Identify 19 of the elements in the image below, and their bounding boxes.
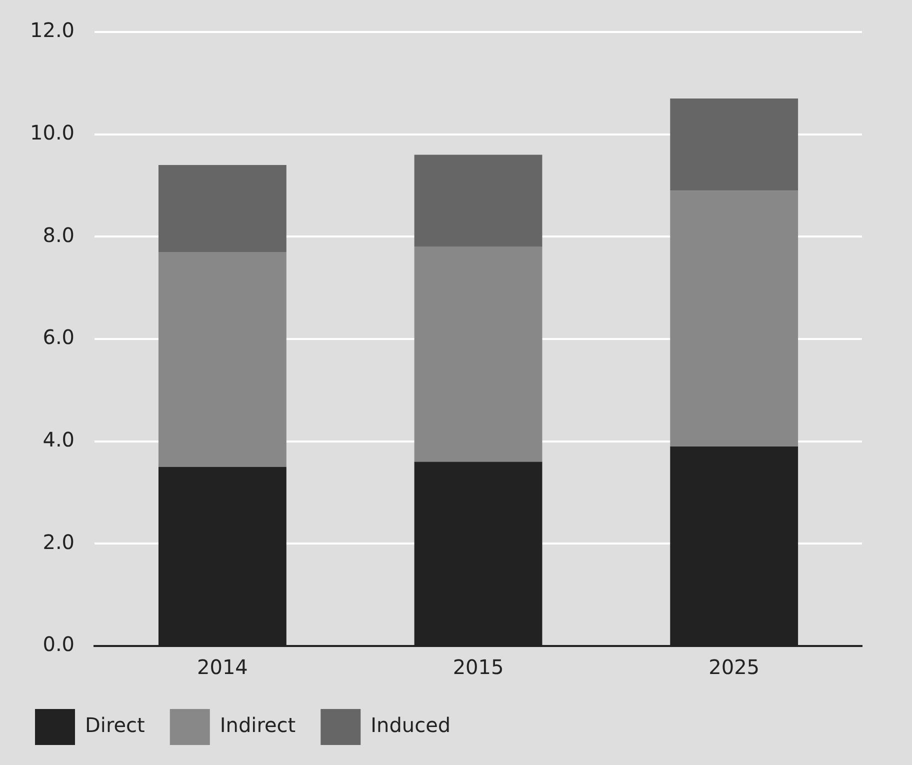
y-tick-label: 2.0 — [42, 530, 75, 554]
legend-label: Direct — [85, 713, 146, 738]
bar — [414, 246, 542, 462]
legend-label: Induced — [370, 713, 451, 738]
bar — [670, 98, 798, 191]
bar — [158, 252, 286, 467]
y-tick-label: 0.0 — [42, 632, 75, 656]
legend-label: Indirect — [220, 713, 296, 738]
x-tick-label: 2025 — [708, 655, 760, 680]
bar — [158, 165, 286, 252]
y-tick-label: 6.0 — [42, 325, 75, 350]
x-tick-label: 2014 — [196, 655, 248, 680]
y-tick-label: 8.0 — [42, 222, 75, 247]
y-tick-label: 12.0 — [30, 18, 75, 42]
x-tick-label: 2015 — [452, 655, 504, 680]
y-tick-label: 4.0 — [42, 428, 75, 452]
bar — [670, 190, 798, 446]
y-tick-label: 10.0 — [30, 120, 75, 145]
bar — [414, 154, 542, 247]
